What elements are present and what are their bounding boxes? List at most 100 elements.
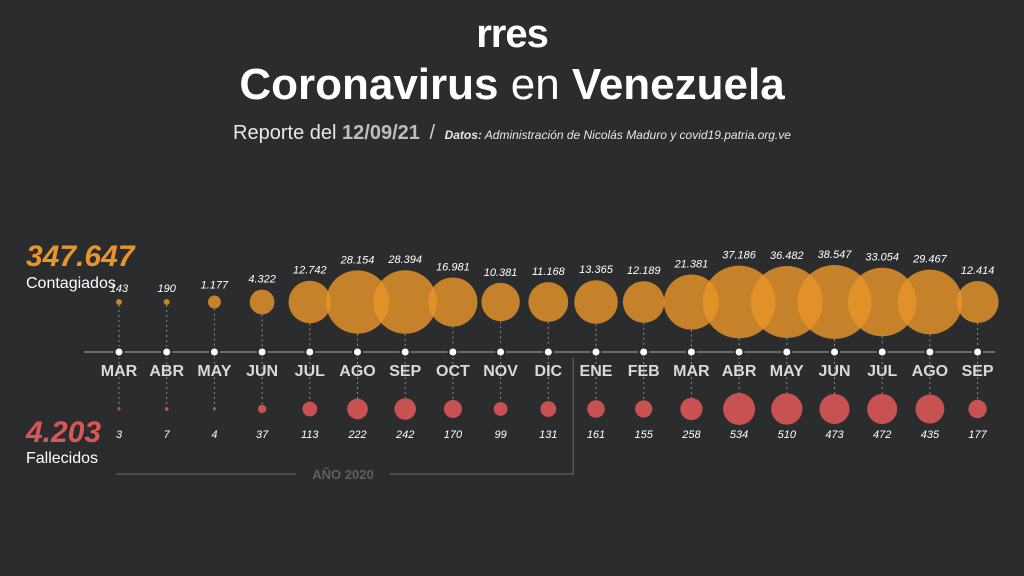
month-tick [876,346,888,358]
death-value-label: 7 [164,429,171,441]
death-bubble [819,393,850,425]
death-bubble [635,400,653,418]
data-source-text: Administración de Nicolás Maduro y covid… [484,128,791,142]
case-bubble [207,295,221,309]
month-tick [495,346,507,358]
death-value-label: 113 [301,429,319,441]
case-bubble [797,265,872,339]
month-tick [781,346,793,358]
case-value-label: 29.467 [912,254,948,266]
month-label: AGO [339,363,375,380]
death-value-label: 155 [635,429,654,441]
month-label: ABR [149,363,184,380]
month-tick [113,346,125,358]
case-value-label: 36.482 [770,250,804,262]
month-label: SEP [962,363,994,380]
month-label: FEB [628,363,660,380]
death-bubble [302,401,318,417]
death-bubble [587,400,605,418]
year-label-bg [296,466,390,482]
data-source-label: Datos: [444,128,482,142]
month-tick [256,346,268,358]
case-bubble [897,269,963,335]
death-value-label: 99 [494,429,506,441]
case-bubble [116,299,122,305]
month-tick [685,346,697,358]
month-label: SEP [389,363,421,380]
month-tick [733,346,745,358]
death-value-label: 473 [825,429,844,441]
month-label: ENE [580,363,613,380]
month-label: JUL [295,363,325,380]
case-bubble [847,267,917,337]
month-tick [304,346,316,358]
death-value-label: 131 [539,429,557,441]
month-label: MAR [101,363,138,380]
death-value-label: 37 [256,429,269,441]
death-value-label: 170 [444,429,463,441]
death-bubble [347,398,368,420]
total-deaths-label: Fallecidos [26,450,99,467]
death-value-label: 242 [395,429,414,441]
month-label: AGO [912,363,948,380]
death-value-label: 534 [730,429,748,441]
month-label: DIC [535,363,563,380]
title-coronavirus: Coronavirus [239,60,499,109]
month-tick [399,346,411,358]
case-value-label: 28.394 [387,254,422,266]
month-tick [638,346,650,358]
subtitle-slash: / [429,122,435,144]
death-bubble [394,398,416,420]
case-bubble [249,289,275,315]
month-tick [829,346,840,358]
month-tick [590,346,602,358]
month-tick [161,346,173,358]
month-label: MAY [197,363,231,380]
month-tick [352,346,363,358]
total-deaths-value: 4.203 [26,416,102,449]
death-bubble [915,394,945,424]
report-subtitle: Reporte del 12/09/21 / Datos: Administra… [0,122,1024,145]
case-bubble [325,270,390,334]
month-tick [924,346,936,358]
month-label: ABR [722,363,757,380]
data-source: Datos: Administración de Nicolás Maduro … [445,128,791,142]
case-value-label: 4.322 [248,274,276,286]
case-value-label: 16.981 [436,261,470,273]
case-bubble [663,274,719,330]
death-value-label: 222 [347,429,366,441]
death-bubble [443,399,462,419]
case-bubble [373,270,437,334]
case-bubble [574,280,618,324]
report-date: 12/09/21 [342,122,420,144]
page-title: Coronavirus en Venezuela [0,60,1024,110]
death-value-label: 435 [921,429,940,441]
death-value-label: 3 [116,429,123,441]
case-bubble [163,299,170,305]
case-bubble [622,281,665,323]
case-bubble [956,281,999,323]
case-value-label: 143 [110,283,129,295]
case-value-label: 21.381 [674,258,709,270]
case-value-label: 190 [158,283,177,295]
death-bubble [723,393,756,425]
death-value-label: 258 [681,429,701,441]
case-value-label: 11.168 [532,266,566,278]
month-label: MAR [673,363,710,380]
case-bubble [288,280,332,324]
case-value-label: 12.742 [293,265,327,277]
death-bubble [867,393,898,425]
death-bubble [493,402,508,416]
case-bubble [428,277,478,327]
month-label: JUL [867,363,897,380]
month-tick [972,346,984,358]
total-cases-label: Contagiados [26,275,116,292]
case-value-label: 37.186 [722,250,757,262]
case-value-label: 1.177 [201,280,229,292]
case-value-label: 28.154 [340,254,375,266]
death-value-label: 472 [873,429,891,441]
month-label: MAY [770,363,804,380]
month-label: JUN [246,363,278,380]
death-value-label: 177 [968,429,987,441]
